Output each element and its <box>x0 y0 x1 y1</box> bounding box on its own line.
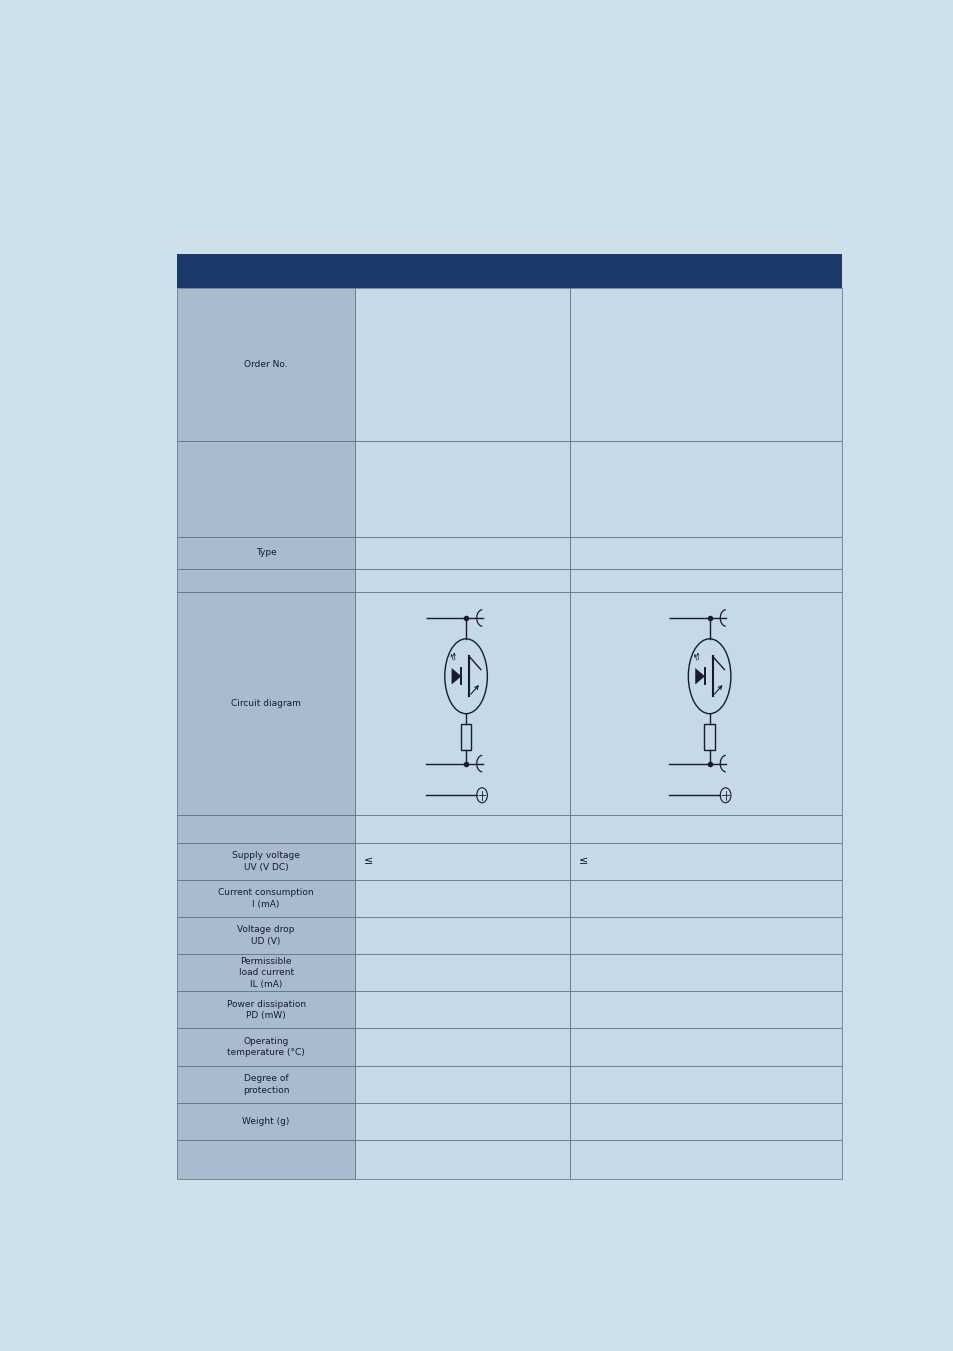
Polygon shape <box>355 843 569 880</box>
Text: ≤: ≤ <box>578 857 587 866</box>
Polygon shape <box>569 1102 841 1140</box>
Polygon shape <box>176 917 355 954</box>
Text: Order No.: Order No. <box>244 361 288 369</box>
Polygon shape <box>176 592 355 815</box>
Polygon shape <box>695 669 704 684</box>
Polygon shape <box>569 992 841 1028</box>
Polygon shape <box>176 992 355 1028</box>
Text: Degree of
protection: Degree of protection <box>243 1074 289 1094</box>
Polygon shape <box>569 843 841 880</box>
Polygon shape <box>355 288 569 442</box>
Text: Weight (g): Weight (g) <box>242 1117 290 1125</box>
Polygon shape <box>355 954 569 992</box>
Polygon shape <box>176 288 355 442</box>
Polygon shape <box>569 288 841 442</box>
Polygon shape <box>355 815 569 843</box>
Polygon shape <box>355 992 569 1028</box>
Text: ≤: ≤ <box>364 857 374 866</box>
Polygon shape <box>355 569 569 592</box>
Polygon shape <box>176 843 355 880</box>
Polygon shape <box>569 442 841 536</box>
Polygon shape <box>176 569 355 592</box>
Polygon shape <box>569 536 841 569</box>
Polygon shape <box>355 917 569 954</box>
Bar <box>703 724 714 750</box>
Polygon shape <box>176 1028 355 1066</box>
Polygon shape <box>176 1066 355 1102</box>
Text: Voltage drop
UD (V): Voltage drop UD (V) <box>237 925 294 946</box>
Polygon shape <box>355 1028 569 1066</box>
Polygon shape <box>569 1028 841 1066</box>
Polygon shape <box>569 954 841 992</box>
Text: Permissible
load current
IL (mA): Permissible load current IL (mA) <box>238 957 294 989</box>
Polygon shape <box>176 442 355 536</box>
Text: Circuit diagram: Circuit diagram <box>231 700 301 708</box>
Text: Supply voltage
UV (V DC): Supply voltage UV (V DC) <box>232 851 299 871</box>
Polygon shape <box>176 815 355 843</box>
Polygon shape <box>355 1140 569 1179</box>
Polygon shape <box>355 1102 569 1140</box>
Polygon shape <box>355 592 569 815</box>
Polygon shape <box>355 880 569 917</box>
Polygon shape <box>176 880 355 917</box>
Polygon shape <box>355 536 569 569</box>
Polygon shape <box>569 815 841 843</box>
Polygon shape <box>355 1066 569 1102</box>
Polygon shape <box>569 880 841 917</box>
Polygon shape <box>569 569 841 592</box>
Polygon shape <box>569 1140 841 1179</box>
Text: Operating
temperature (°C): Operating temperature (°C) <box>227 1036 305 1058</box>
Polygon shape <box>176 1140 355 1179</box>
Polygon shape <box>569 917 841 954</box>
Polygon shape <box>176 254 841 288</box>
Polygon shape <box>176 1102 355 1140</box>
Polygon shape <box>176 536 355 569</box>
Polygon shape <box>452 669 460 684</box>
Polygon shape <box>355 442 569 536</box>
Text: Power dissipation
PD (mW): Power dissipation PD (mW) <box>226 1000 305 1020</box>
Text: Current consumption
I (mA): Current consumption I (mA) <box>218 888 314 909</box>
Bar <box>460 724 471 750</box>
Polygon shape <box>176 954 355 992</box>
Polygon shape <box>569 592 841 815</box>
Text: Type: Type <box>255 549 276 558</box>
Polygon shape <box>569 1066 841 1102</box>
